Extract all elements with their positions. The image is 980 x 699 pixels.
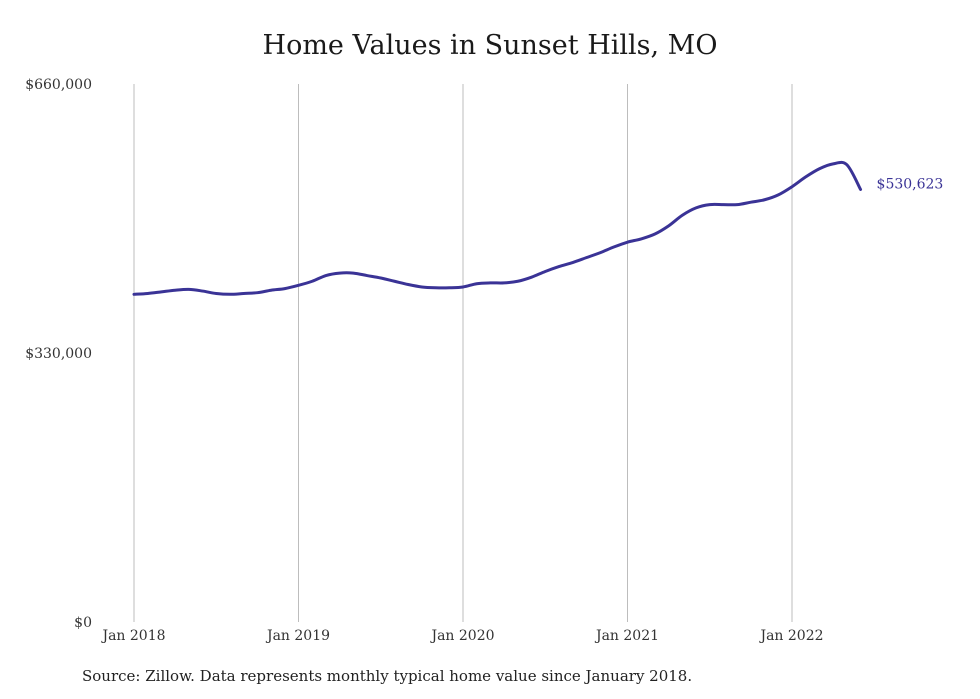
y-tick-label: $660,000 [25,77,92,93]
x-tick-label: Jan 2019 [265,628,330,644]
end-value-label: $530,623 [877,176,944,192]
x-axis-tick-labels: Jan 2018 Jan 2019 Jan 2020 Jan 2021 Jan 2022 [100,628,823,644]
series-line [132,160,863,296]
x-tick-label: Jan 2020 [429,628,494,644]
x-tick-label: Jan 2021 [594,628,659,644]
x-tick-label: Jan 2022 [758,628,823,644]
series-layer: $530,623 [132,160,944,296]
y-tick-label: $0 [74,615,92,631]
y-tick-label: $330,000 [25,346,92,362]
chart-title: Home Values in Sunset Hills, MO [262,30,718,61]
x-tick-label: Jan 2018 [100,628,165,644]
y-axis-tick-labels: $0 $330,000 $660,000 [25,77,92,631]
grid-lines [133,84,793,622]
source-note: Source: Zillow. Data represents monthly … [82,667,693,685]
